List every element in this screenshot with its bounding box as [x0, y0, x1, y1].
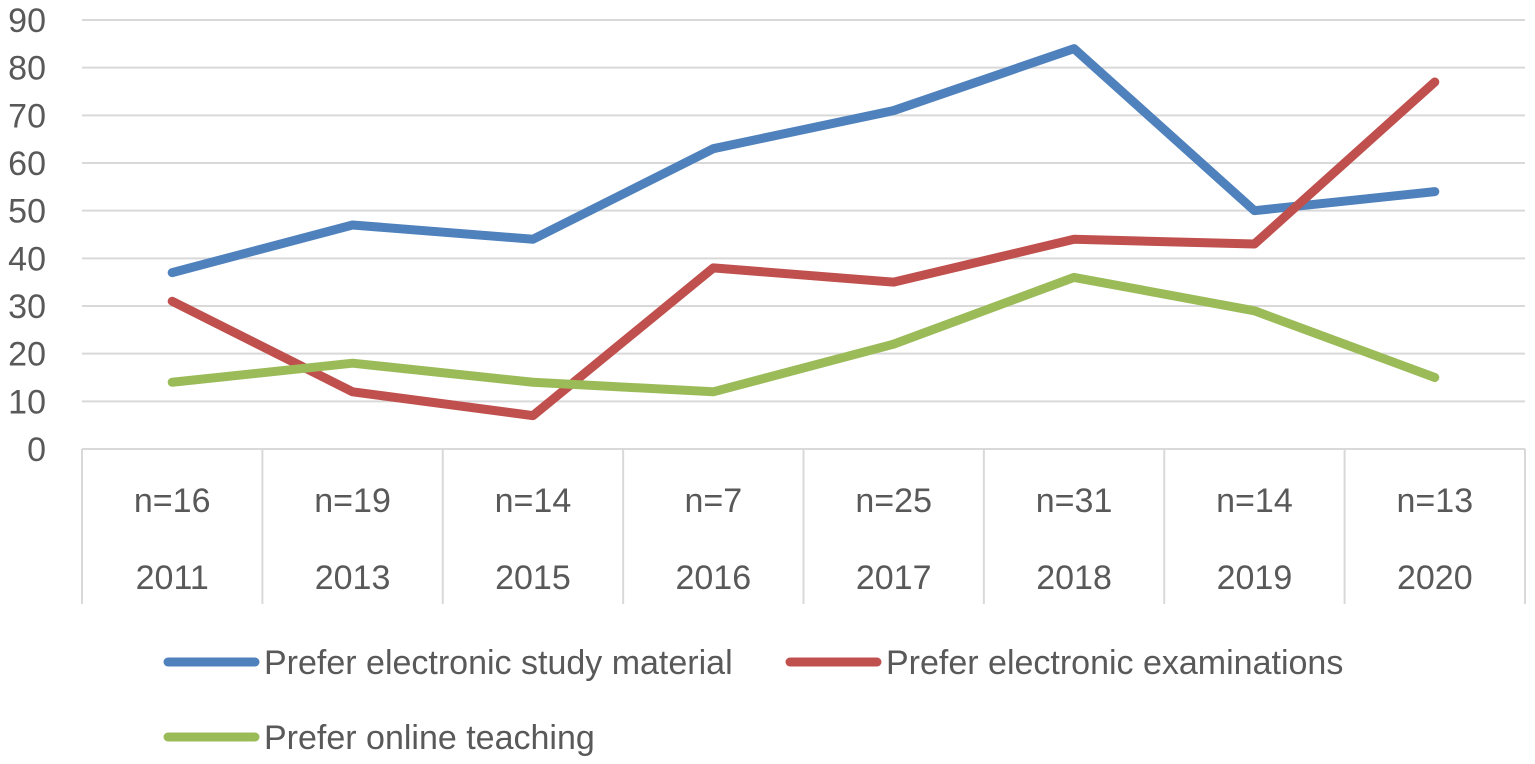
x-tick-label-n: n=31: [1036, 482, 1113, 520]
y-axis-tick-labels: 0 10 20 30 40 50 60 70 80 90: [8, 2, 46, 469]
legend-label-2: Prefer electronic examinations: [886, 644, 1343, 682]
x-tick-label-n: n=14: [495, 482, 572, 520]
y-tick-label-40: 40: [8, 240, 46, 278]
x-tick-label-year: 2020: [1397, 559, 1473, 597]
x-axis: n=16 2011 n=19 2013 n=14 2015 n=7 2016 n=25 2017 n…: [81, 449, 1526, 604]
y-tick-label-20: 20: [8, 336, 46, 374]
series-line-1: [167, 44, 1440, 278]
series-lines: [167, 44, 1440, 421]
series-line-2: [167, 77, 1440, 421]
legend-label-3: Prefer online teaching: [264, 719, 595, 757]
x-tick-label-n: n=14: [1216, 482, 1293, 520]
x-tick-label-year: 2016: [675, 559, 751, 597]
x-tick-label-year: 2018: [1036, 559, 1112, 597]
x-tick-label-n: n=16: [134, 482, 211, 520]
y-tick-label-90: 90: [8, 2, 46, 40]
x-tick-label-n: n=7: [684, 482, 742, 520]
x-tick-label-n: n=25: [855, 482, 932, 520]
x-tick-label-year: 2019: [1217, 559, 1293, 597]
x-tick-label-n: n=19: [314, 482, 391, 520]
y-tick-label-10: 10: [8, 383, 46, 421]
gridlines: [82, 19, 1525, 450]
y-tick-label-0: 0: [27, 431, 46, 469]
y-tick-label-70: 70: [8, 97, 46, 135]
legend-label-1: Prefer electronic study material: [264, 644, 733, 682]
y-tick-label-30: 30: [8, 288, 46, 326]
legend: Prefer electronic study material Prefer e…: [163, 644, 1343, 757]
series-line-3: [167, 272, 1440, 397]
x-tick-label-n: n=13: [1397, 482, 1474, 520]
y-tick-label-60: 60: [8, 145, 46, 183]
x-tick-label-year: 2015: [495, 559, 571, 597]
y-tick-label-80: 80: [8, 50, 46, 88]
x-tick-label-year: 2013: [315, 559, 391, 597]
x-tick-label-year: 2011: [136, 559, 209, 597]
x-tick-label-year: 2017: [856, 559, 932, 597]
y-tick-label-50: 50: [8, 193, 46, 231]
